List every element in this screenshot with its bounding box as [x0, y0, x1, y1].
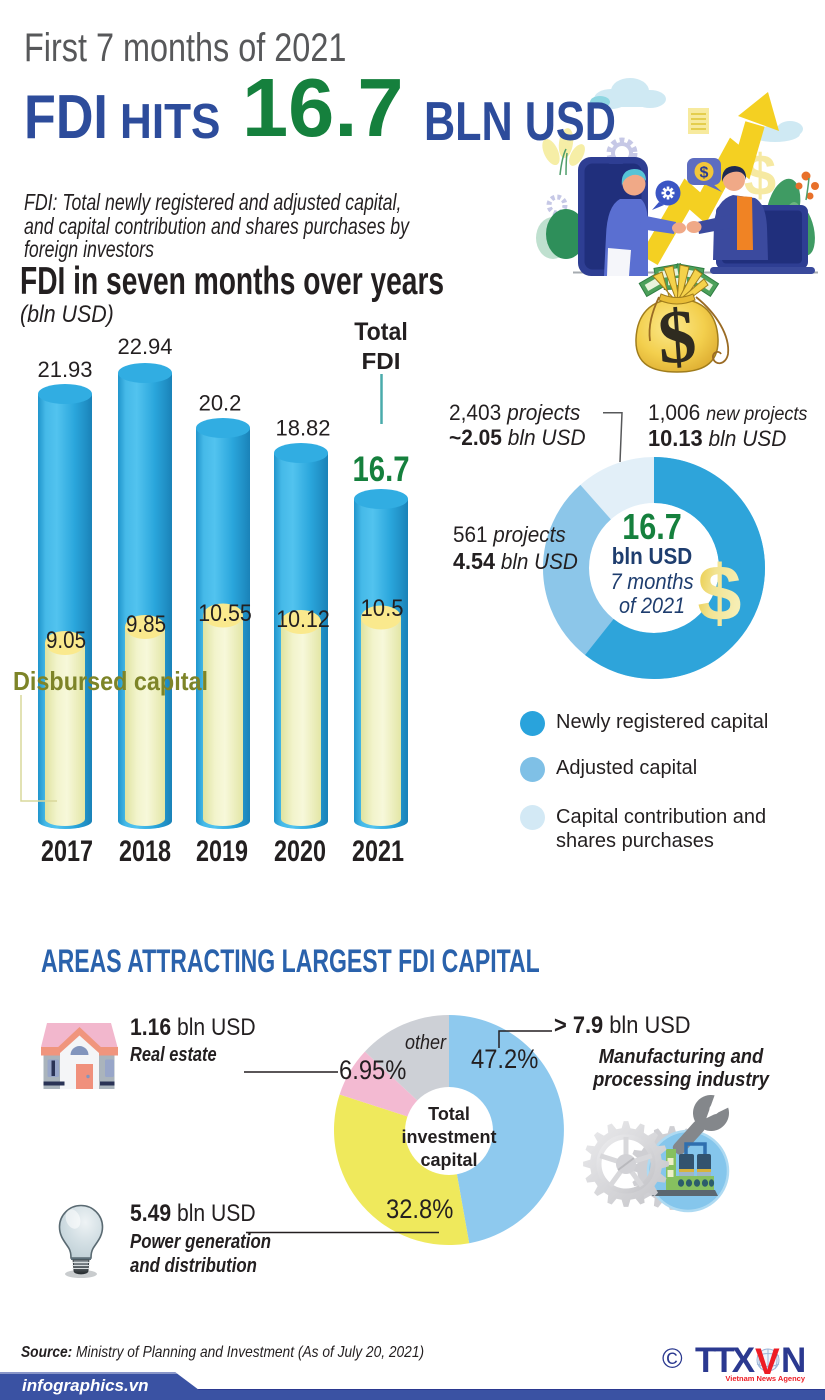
svg-text:10.12: 10.12 [276, 606, 330, 633]
svg-text:Vietnam News Agency: Vietnam News Agency [725, 1374, 805, 1383]
svg-text:9.05: 9.05 [46, 627, 86, 654]
svg-text:$: $ [700, 165, 709, 182]
svg-text:10.5: 10.5 [361, 595, 404, 622]
svg-text:2020: 2020 [274, 835, 326, 868]
svg-text:TTX: TTX [695, 1342, 756, 1380]
svg-text:Disbursed capital: Disbursed capital [13, 666, 208, 696]
svg-text:2021: 2021 [352, 835, 404, 868]
svg-text:9.85: 9.85 [126, 611, 166, 638]
svg-text:21.93: 21.93 [37, 357, 92, 382]
svg-text:Total: Total [354, 318, 408, 346]
svg-text:2018: 2018 [119, 835, 171, 868]
svg-text:2017: 2017 [41, 835, 93, 868]
svg-text:22.94: 22.94 [117, 334, 172, 359]
svg-text:$: $ [655, 294, 699, 380]
svg-text:16.7: 16.7 [353, 450, 410, 489]
svg-text:FDI: FDI [362, 348, 401, 374]
svg-text:N: N [781, 1342, 804, 1380]
svg-text:20.2: 20.2 [199, 391, 242, 416]
svg-text:2019: 2019 [196, 835, 248, 868]
svg-text:10.55: 10.55 [198, 600, 252, 627]
svg-text:18.82: 18.82 [275, 416, 330, 441]
svg-text:$: $ [698, 548, 742, 637]
